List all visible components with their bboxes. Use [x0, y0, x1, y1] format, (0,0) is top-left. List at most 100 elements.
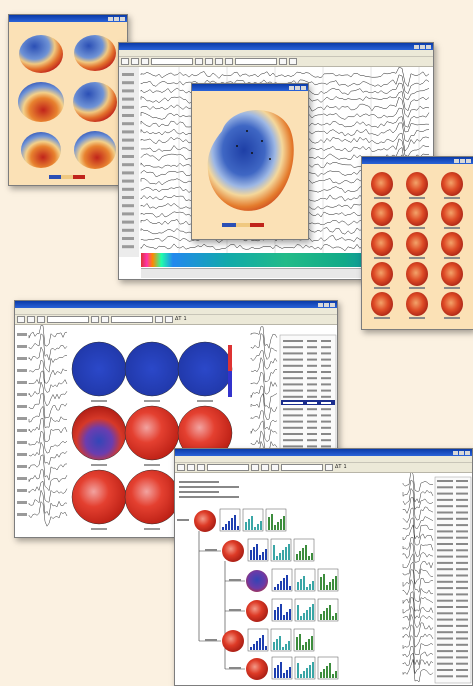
titlebar[interactable] [362, 157, 473, 164]
toolbar-button[interactable] [271, 464, 279, 471]
toolbar-button[interactable] [205, 58, 213, 65]
toolbar-button[interactable] [101, 316, 109, 323]
trace-icon [28, 480, 68, 503]
toolbar-button[interactable] [131, 58, 139, 65]
trace-icon [28, 359, 68, 384]
list-item [283, 346, 303, 349]
toolbar-button[interactable] [225, 58, 233, 65]
histogram-bar [309, 607, 311, 620]
trace-icon [250, 332, 278, 360]
titlebar[interactable] [9, 15, 127, 22]
titlebar[interactable] [15, 301, 337, 308]
zoom-value[interactable]: 1 [343, 464, 347, 470]
toolbar-button[interactable] [121, 58, 129, 65]
list-item [283, 395, 303, 398]
window-close-icon[interactable] [466, 158, 471, 163]
toolbar-button[interactable] [177, 464, 185, 471]
maximize-icon[interactable] [114, 16, 119, 21]
list-item [437, 669, 453, 671]
map-caption [444, 257, 460, 259]
maximize-icon[interactable] [295, 85, 300, 90]
head-map-icon [406, 172, 428, 196]
spike-cluster-tree[interactable] [175, 473, 472, 685]
histogram-bar [262, 552, 264, 560]
toolbar-button[interactable] [279, 58, 287, 65]
minimize-icon[interactable] [318, 302, 323, 307]
window-close-icon[interactable] [301, 85, 306, 90]
head-map-icon [71, 469, 127, 525]
montage-select[interactable] [207, 464, 249, 471]
map-caption [91, 400, 107, 402]
list-item [456, 568, 468, 571]
single-head-map-window [191, 83, 309, 240]
list-item [456, 574, 468, 577]
window-close-icon[interactable] [465, 450, 470, 455]
histogram-bar [320, 672, 322, 678]
toolbar-button[interactable] [141, 58, 149, 65]
toolbar-button[interactable] [215, 58, 223, 65]
minimize-icon[interactable] [108, 16, 113, 21]
toolbar-button[interactable] [17, 316, 25, 323]
minimize-icon[interactable] [289, 85, 294, 90]
histogram-bar [308, 556, 310, 560]
list-item [456, 517, 468, 520]
window-close-icon[interactable] [426, 44, 431, 49]
head-map-icon [441, 262, 463, 286]
toolbar-button[interactable] [289, 58, 297, 65]
toolbar-button[interactable] [325, 464, 333, 471]
histogram-bar [297, 582, 299, 590]
toolbar-button[interactable] [195, 58, 203, 65]
maximize-icon[interactable] [324, 302, 329, 307]
montage-select[interactable] [47, 316, 89, 323]
head-map-icon [74, 35, 116, 71]
titlebar[interactable] [175, 449, 472, 456]
histogram-bar [265, 549, 267, 560]
maximize-icon[interactable] [459, 450, 464, 455]
window-close-icon[interactable] [120, 16, 125, 21]
minimize-icon[interactable] [453, 450, 458, 455]
window-close-icon[interactable] [330, 302, 335, 307]
list-item [307, 433, 317, 435]
zoom-value[interactable]: 1 [183, 316, 187, 322]
trace-icon [402, 591, 434, 612]
maximize-icon[interactable] [460, 158, 465, 163]
toolbar-button[interactable] [165, 316, 173, 323]
toolbar-button[interactable] [91, 316, 99, 323]
maximize-icon[interactable] [420, 44, 425, 49]
trace-icon [250, 410, 278, 431]
menubar[interactable] [175, 456, 472, 463]
toolbar-button[interactable] [37, 316, 45, 323]
list-item [456, 549, 468, 552]
menubar[interactable] [119, 50, 433, 57]
list-item [321, 426, 331, 429]
trace-icon [402, 659, 434, 683]
list-item [437, 511, 453, 514]
minimize-icon[interactable] [414, 44, 419, 49]
histogram-bar [271, 514, 273, 530]
toolbar-button[interactable] [27, 316, 35, 323]
filter-select[interactable] [111, 316, 153, 323]
list-item [283, 377, 303, 380]
filter-select[interactable] [235, 58, 277, 65]
toolbar-button[interactable] [187, 464, 195, 471]
list-item [283, 408, 303, 411]
minimize-icon[interactable] [454, 158, 459, 163]
trace-icon [402, 605, 434, 629]
trace-icon [250, 350, 278, 370]
toolbar-button[interactable] [197, 464, 205, 471]
montage-select[interactable] [151, 58, 193, 65]
toolbar-button[interactable] [155, 316, 163, 323]
channel-label [122, 89, 134, 93]
titlebar[interactable] [192, 84, 308, 91]
map-caption [444, 227, 460, 229]
head-map-icon [441, 172, 463, 196]
menubar[interactable] [15, 308, 337, 315]
trace-icon [28, 469, 68, 492]
channel-label [122, 105, 134, 109]
histogram-bar [273, 642, 275, 650]
titlebar[interactable] [119, 43, 433, 50]
toolbar-button[interactable] [261, 464, 269, 471]
toolbar-button[interactable] [251, 464, 259, 471]
filter-select[interactable] [281, 464, 323, 471]
histogram-bar [273, 545, 275, 560]
